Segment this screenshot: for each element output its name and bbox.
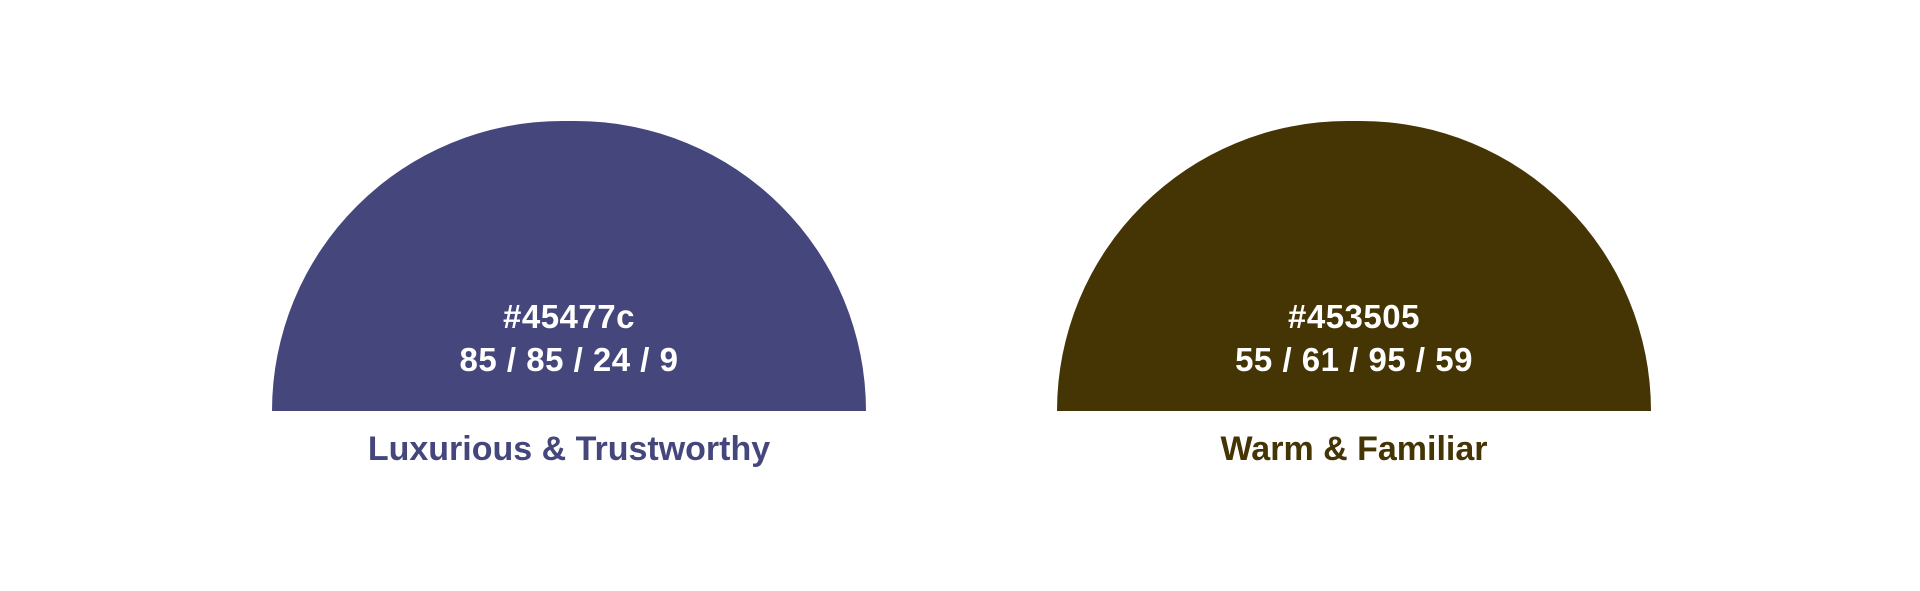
swatch-caption: Warm & Familiar <box>1220 430 1488 468</box>
color-swatch-card: #453505 55 / 61 / 95 / 59 Warm & Familia… <box>1057 0 1657 591</box>
cmyk-values-label: 55 / 61 / 95 / 59 <box>1235 341 1473 378</box>
hex-code-label: #453505 <box>1288 298 1420 335</box>
color-swatch-card: #45477c 85 / 85 / 24 / 9 Luxurious & Tru… <box>272 0 872 591</box>
cmyk-values-label: 85 / 85 / 24 / 9 <box>459 341 679 378</box>
swatch-caption: Luxurious & Trustworthy <box>367 430 771 468</box>
hex-code-label: #45477c <box>503 298 635 335</box>
